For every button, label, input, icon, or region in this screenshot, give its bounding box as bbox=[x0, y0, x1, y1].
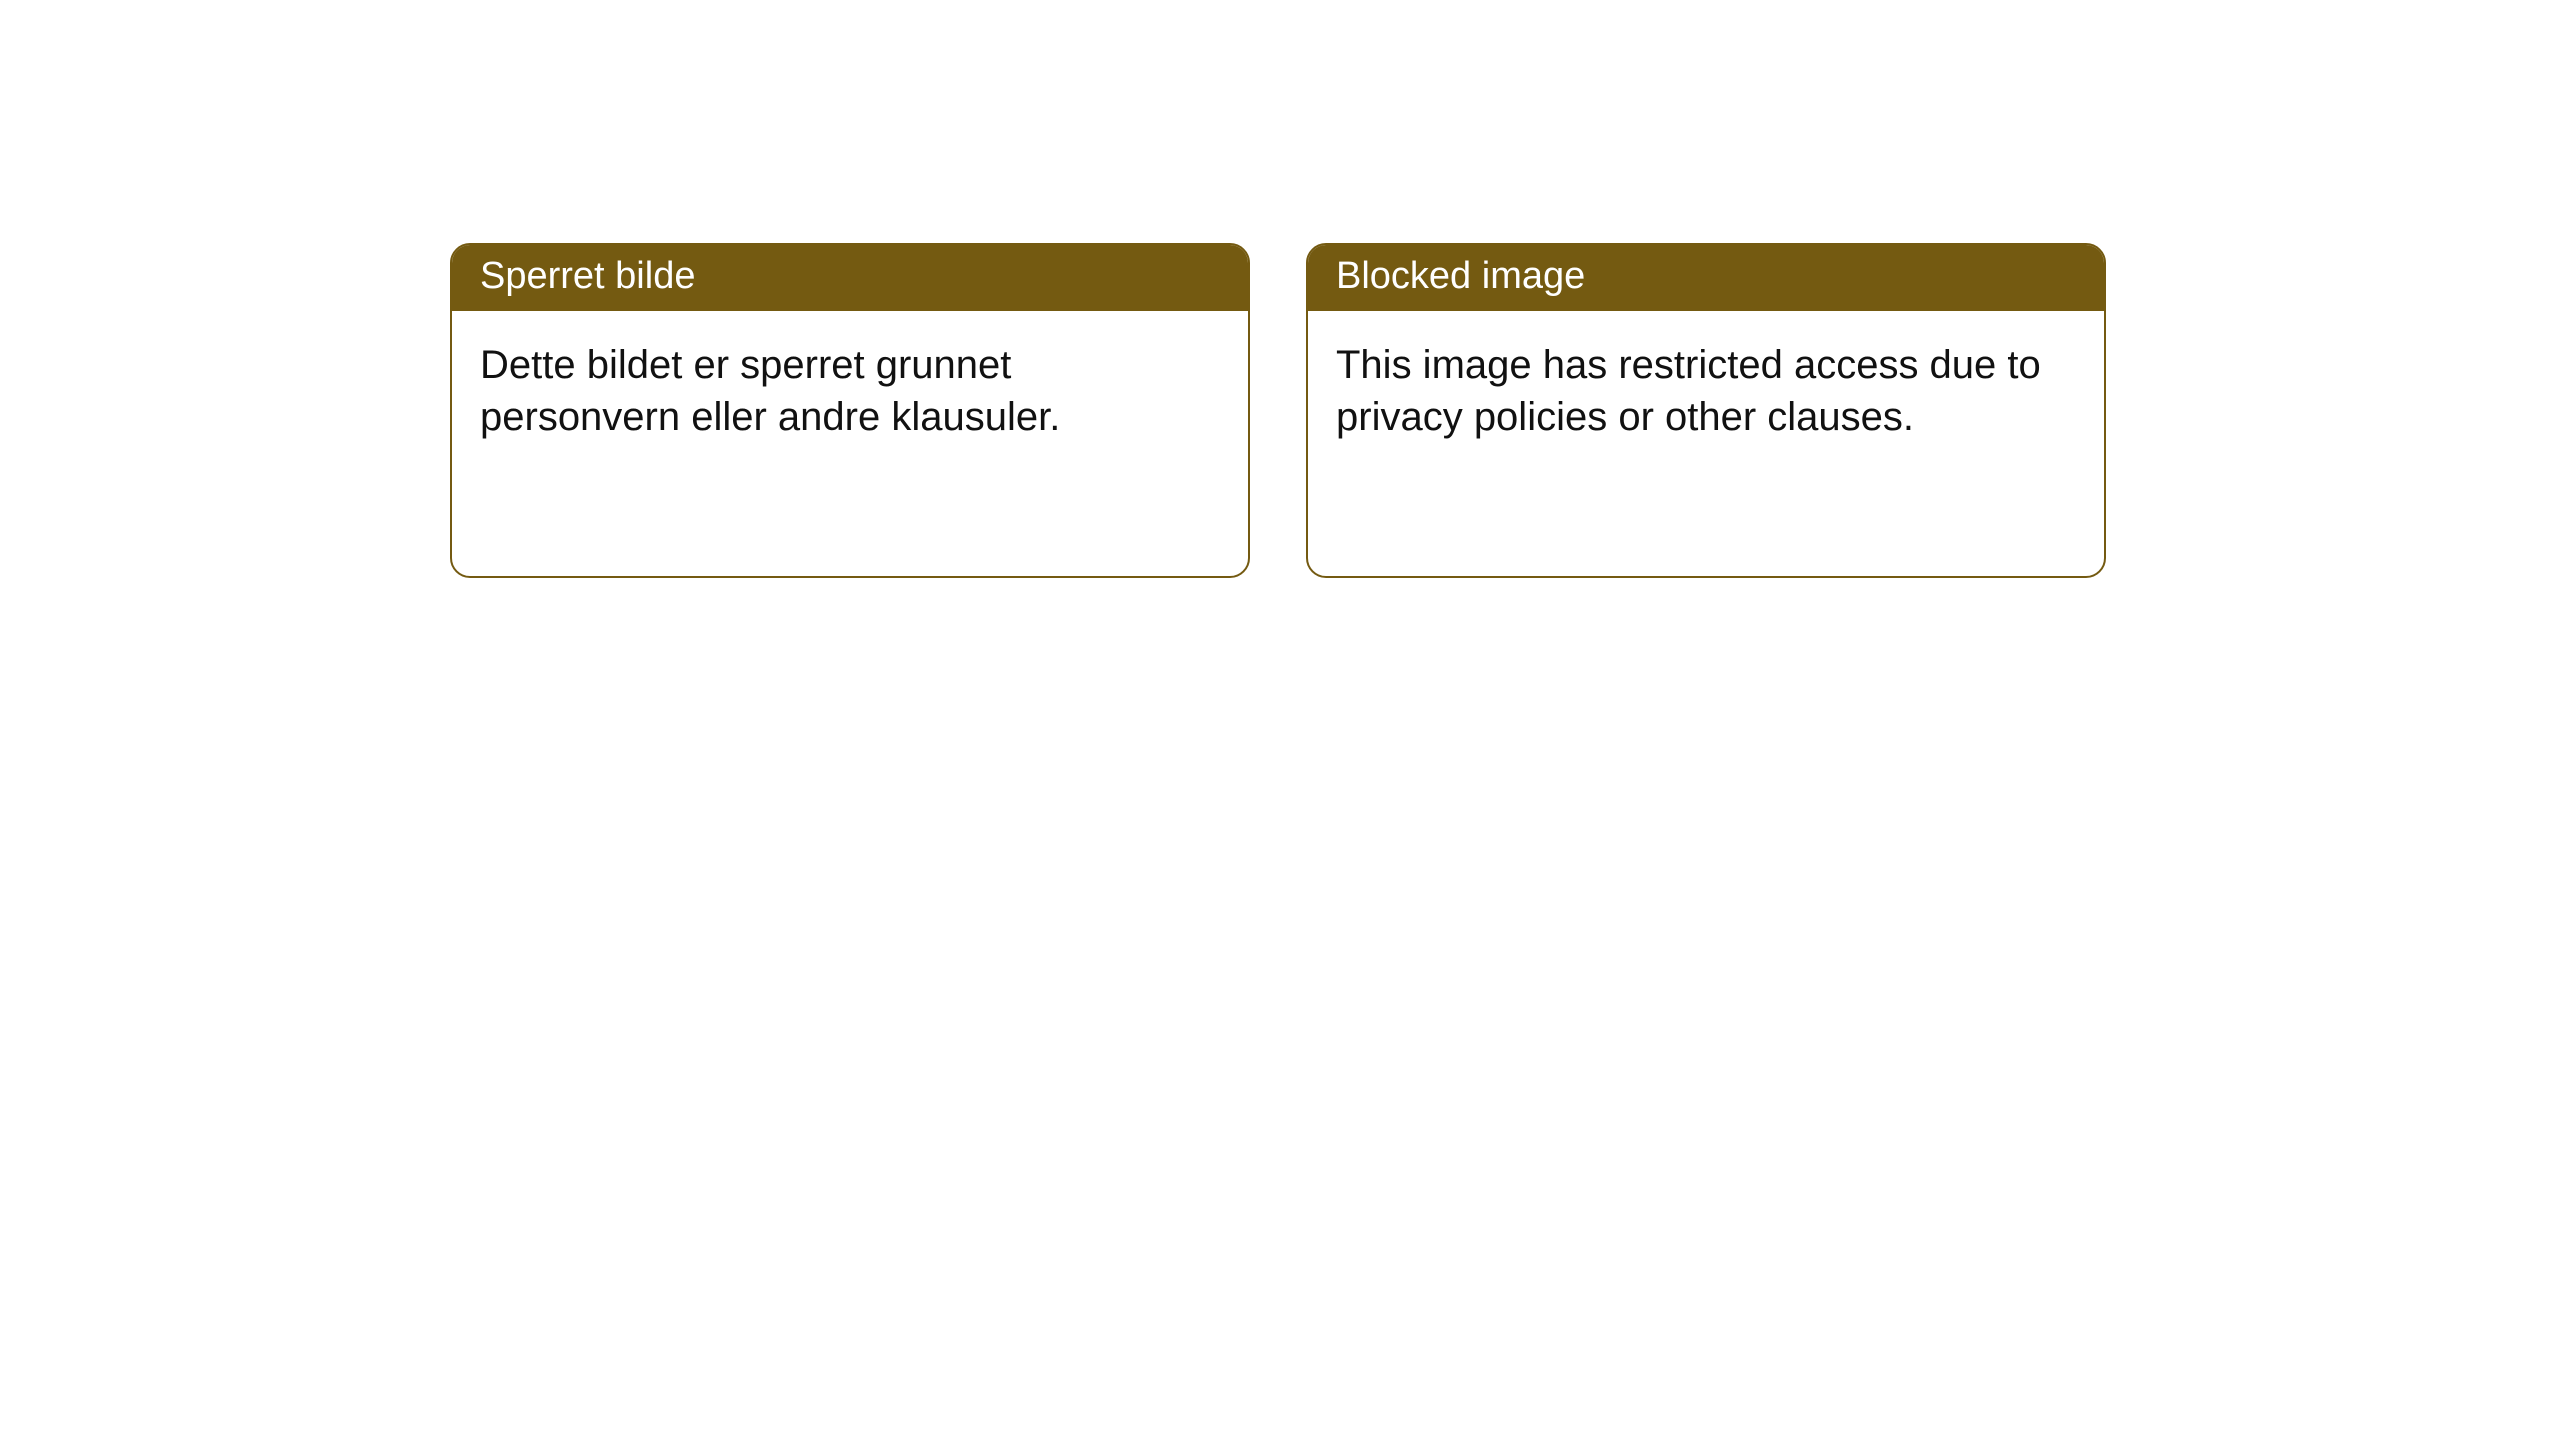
notice-card-title: Sperret bilde bbox=[452, 245, 1248, 311]
notice-card-body: This image has restricted access due to … bbox=[1308, 311, 2104, 443]
notice-card-title: Blocked image bbox=[1308, 245, 2104, 311]
notice-card-body: Dette bildet er sperret grunnet personve… bbox=[452, 311, 1248, 443]
notice-card-norwegian: Sperret bilde Dette bildet er sperret gr… bbox=[450, 243, 1250, 578]
notice-cards-row: Sperret bilde Dette bildet er sperret gr… bbox=[450, 243, 2106, 578]
notice-card-english: Blocked image This image has restricted … bbox=[1306, 243, 2106, 578]
